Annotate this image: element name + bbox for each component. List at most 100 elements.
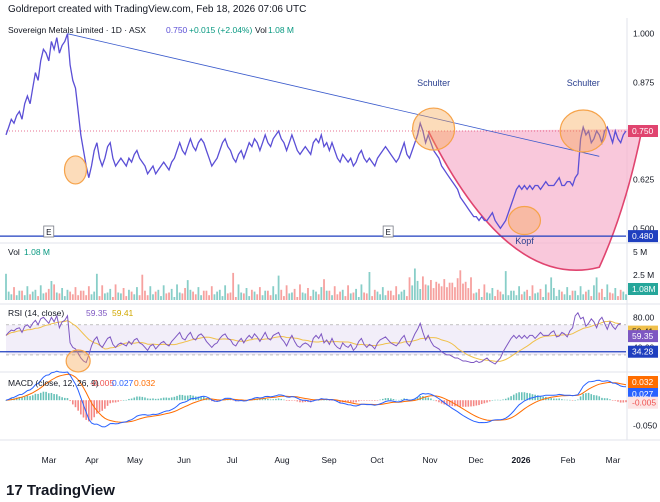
time-axis-tick-6: Sep xyxy=(321,455,336,465)
volume-bar xyxy=(202,290,205,300)
volume-bar xyxy=(312,289,315,300)
macd-histogram-bar xyxy=(574,399,577,401)
volume-bar xyxy=(454,287,456,300)
macd-legend-label: MACD (close, 12, 26, 9) xyxy=(8,378,99,388)
macd-histogram-bar xyxy=(141,396,144,401)
volume-bar xyxy=(189,289,192,300)
macd-histogram-bar xyxy=(197,396,200,401)
volume-bar xyxy=(106,292,109,300)
volume-bar xyxy=(71,294,74,300)
volume-bar xyxy=(357,297,360,300)
volume-bar xyxy=(395,286,398,300)
macd-histogram-bar xyxy=(590,394,593,401)
volume-bar xyxy=(301,292,304,300)
macd-histogram-bar xyxy=(186,395,189,401)
macd-histogram-bar xyxy=(456,400,459,407)
volume-bar xyxy=(558,289,561,300)
volume-bar xyxy=(37,296,39,300)
volume-bar xyxy=(536,292,539,300)
macd-histogram-bar xyxy=(440,400,443,404)
macd-histogram-bar xyxy=(382,398,384,401)
macd-histogram-bar xyxy=(178,394,181,401)
volume-bar xyxy=(365,293,368,300)
time-axis-tick-1: Apr xyxy=(85,455,98,465)
volume-bar xyxy=(478,288,480,300)
volume-bar xyxy=(210,286,213,300)
macd-histogram-bar xyxy=(210,400,213,402)
macd-tag-text-2: -0.005 xyxy=(632,398,656,408)
volume-bar xyxy=(494,296,496,300)
time-axis-tick-2: May xyxy=(127,455,144,465)
volume-bar xyxy=(510,290,512,300)
volume-bar xyxy=(224,285,227,300)
volume-bar xyxy=(392,295,395,300)
support-price-tag xyxy=(628,230,658,243)
volume-bar xyxy=(304,293,307,300)
volume-bar xyxy=(173,297,176,300)
volume-bar xyxy=(47,288,50,300)
header-caption: Goldreport created with TradingView.com,… xyxy=(8,4,307,15)
volume-last-tag xyxy=(628,283,658,295)
macd-histogram-bar xyxy=(293,400,296,401)
last-price-tag-text: 0.750 xyxy=(632,126,654,136)
volume-bar xyxy=(296,297,299,300)
macd-histogram-bar xyxy=(373,400,376,401)
volume-bar xyxy=(470,277,472,300)
volume-bar xyxy=(317,294,320,300)
volume-bar xyxy=(486,292,488,300)
macd-histogram-bar xyxy=(619,400,622,403)
volume-bar xyxy=(275,294,277,300)
macd-histogram-bar xyxy=(424,397,427,401)
macd-histogram-bar xyxy=(587,392,590,401)
price-line xyxy=(5,33,627,230)
macd-histogram-bar xyxy=(170,397,173,401)
macd-histogram-bar xyxy=(173,396,176,401)
volume-bar xyxy=(205,290,208,300)
volume-bar xyxy=(103,293,106,300)
macd-histogram-bar xyxy=(430,398,432,401)
volume-bar xyxy=(387,290,390,300)
price-legend-last: 0.750 xyxy=(166,25,188,35)
macd-histogram-bar xyxy=(454,400,456,407)
head-highlight xyxy=(507,205,542,236)
macd-histogram-bar xyxy=(285,400,288,401)
macd-histogram-bar xyxy=(138,396,141,401)
macd-histogram-bar xyxy=(336,400,339,402)
macd-histogram-bar xyxy=(593,395,595,401)
macd-histogram-bar xyxy=(29,396,31,401)
macd-histogram-bar xyxy=(39,392,42,401)
macd-histogram-bar xyxy=(288,400,291,401)
macd-histogram-bar xyxy=(563,399,566,401)
macd-histogram-bar xyxy=(275,398,277,401)
volume-bar xyxy=(264,290,267,300)
chart-svg[interactable]: Schulter Schulter Kopf E E 1.000 0.875 0.750 0.6… xyxy=(0,0,660,482)
macd-histogram-bar xyxy=(475,400,478,406)
volume-bar xyxy=(53,284,56,300)
volume-bar xyxy=(291,292,293,300)
volume-bar xyxy=(192,291,194,300)
volume-bar xyxy=(341,289,344,300)
macd-histogram-bar xyxy=(483,400,486,404)
volume-bar xyxy=(146,295,149,300)
volume-bar xyxy=(582,294,585,300)
volume-bar xyxy=(389,290,392,300)
volume-bar xyxy=(371,296,374,300)
volume-bar xyxy=(443,279,446,300)
macd-histogram-bar xyxy=(146,398,149,401)
macd-histogram-bar xyxy=(88,400,90,422)
volume-bar xyxy=(563,294,566,300)
macd-histogram-bar xyxy=(491,400,494,401)
macd-histogram-bar xyxy=(283,399,285,401)
volume-bar xyxy=(10,294,13,300)
macd-histogram-bar xyxy=(149,398,152,401)
rsi-low-highlight xyxy=(65,349,91,373)
volume-bar xyxy=(381,287,384,300)
volume-bar xyxy=(69,291,72,300)
volume-bar xyxy=(152,294,154,300)
volume-bar xyxy=(272,286,275,300)
volume-bar xyxy=(544,284,547,300)
macd-tag-text-0: 0.032 xyxy=(632,377,654,387)
volume-bar xyxy=(250,289,253,300)
macd-histogram-bar xyxy=(80,400,82,415)
